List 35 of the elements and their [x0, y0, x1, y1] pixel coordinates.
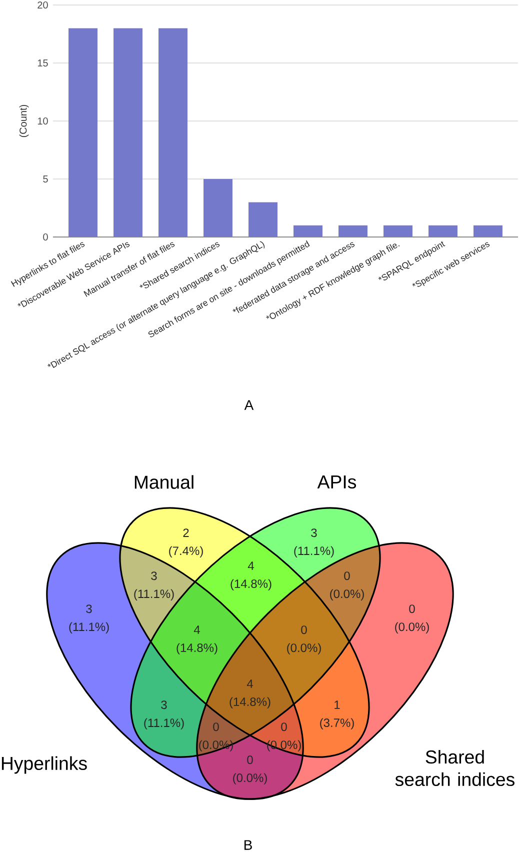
bar: [68, 28, 98, 238]
bar: [338, 225, 368, 238]
y-tick-label: 20: [38, 1, 48, 9]
y-tick-label: 5: [43, 176, 48, 183]
category-label: Shared search indices: [395, 750, 514, 786]
bar: [114, 28, 142, 238]
bar: [158, 28, 188, 238]
bar: [383, 225, 412, 238]
text: 0 (0.0%): [233, 756, 267, 784]
category-label: APIs: [317, 475, 356, 489]
text: 1 (3.7%): [320, 700, 354, 730]
bar: [248, 202, 278, 238]
text: 3 (11.1%): [134, 572, 174, 600]
text: 2 (7.4%): [169, 528, 203, 558]
bar: [294, 225, 322, 238]
y-axis-title: (Count): [19, 104, 29, 138]
bar: [428, 225, 458, 238]
category-label: Hyperlinks: [2, 756, 87, 774]
text: B: [244, 840, 252, 850]
y-tick-label: 15: [38, 60, 48, 67]
text: 3 (11.1%): [69, 604, 109, 634]
text: A: [244, 400, 254, 410]
y-tick-label: 0: [43, 233, 48, 241]
text: 0 (0.0%): [287, 626, 321, 654]
text: 3 (11.1%): [294, 528, 334, 558]
text: 3 (11.1%): [144, 700, 184, 730]
text: 4 (14.8%): [176, 626, 218, 654]
text: 4 (14.8%): [230, 680, 270, 708]
text: 4 (14.8%): [230, 562, 272, 590]
category-label: Manual: [134, 475, 194, 489]
text: 0 (0.0%): [330, 572, 364, 600]
bar: [474, 225, 502, 238]
text: 0 (0.0%): [395, 604, 429, 634]
y-tick-label: 10: [38, 117, 48, 125]
bar: [204, 179, 232, 238]
